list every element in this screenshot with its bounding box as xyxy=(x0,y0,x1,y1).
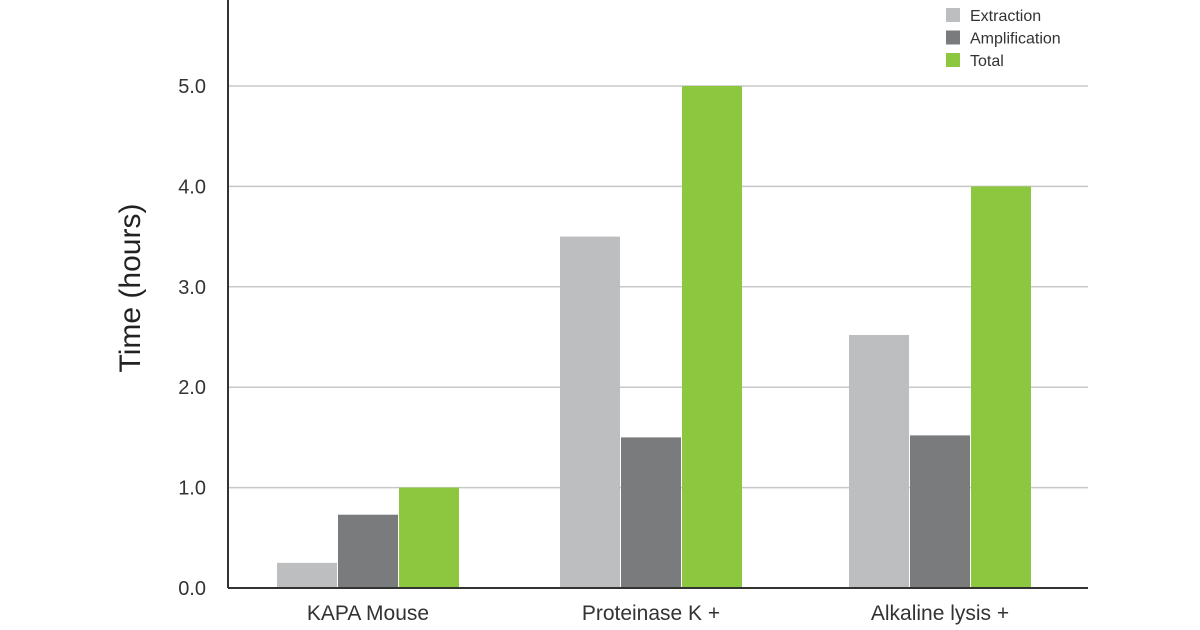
bar-total-2 xyxy=(971,186,1031,588)
legend-swatch xyxy=(946,8,960,22)
legend-label: Total xyxy=(970,53,1004,70)
y-tick-label: 0.0 xyxy=(178,578,206,600)
legend-swatch xyxy=(946,30,960,45)
y-tick-label: 4.0 xyxy=(178,176,206,198)
bars xyxy=(277,86,1031,588)
y-axis-title: Time (hours) xyxy=(114,204,147,373)
category-label: Proteinase K + xyxy=(582,602,720,625)
y-tick-label: 1.0 xyxy=(178,478,206,500)
bar-amplification-2 xyxy=(910,435,970,588)
bar-extraction-2 xyxy=(849,334,909,588)
y-tick-labels: 0.0 1.0 2.0 3.0 4.0 5.0 xyxy=(178,76,206,600)
legend: Extraction Amplification Total xyxy=(946,8,1061,70)
bar-amplification-0 xyxy=(338,514,398,588)
legend-label: Amplification xyxy=(970,31,1061,48)
category-labels: KAPA Mouse Proteinase K + Alkaline lysis + xyxy=(307,602,1009,625)
axes xyxy=(227,0,1088,589)
category-label: Alkaline lysis + xyxy=(871,602,1009,625)
bar-total-1 xyxy=(682,86,742,588)
gridlines xyxy=(228,85,1088,489)
bar-amplification-1 xyxy=(621,437,681,588)
y-tick-label: 5.0 xyxy=(178,76,206,98)
bar-extraction-1 xyxy=(560,236,620,588)
y-tick-label: 2.0 xyxy=(178,377,206,399)
category-label: KAPA Mouse xyxy=(307,602,429,625)
y-tick-label: 3.0 xyxy=(178,277,206,299)
legend-label: Extraction xyxy=(970,8,1041,25)
legend-swatch xyxy=(946,53,960,67)
bar-total-0 xyxy=(399,487,459,588)
bar-extraction-0 xyxy=(277,562,337,588)
